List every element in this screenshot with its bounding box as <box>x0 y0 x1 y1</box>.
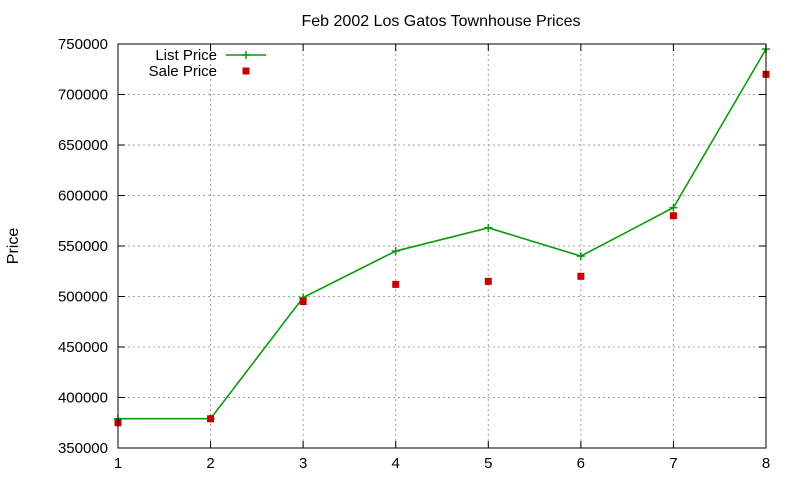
grid-lines <box>118 44 766 448</box>
list-price-point <box>484 223 493 232</box>
sale-price-point <box>577 272 585 280</box>
list-price-point <box>576 252 585 261</box>
y-tick-label: 600000 <box>58 188 108 205</box>
y-axis-label: Price <box>5 228 22 265</box>
y-tick-label: 400000 <box>58 390 108 407</box>
y-tick-label: 750000 <box>58 36 108 53</box>
legend-marker-list-price <box>242 51 250 59</box>
legend-label-list-price: List Price <box>155 47 217 64</box>
sale-price-point <box>484 277 492 285</box>
sale-price-point <box>392 280 400 288</box>
x-tick-label: 2 <box>206 455 214 472</box>
list-price-point <box>391 247 400 256</box>
x-tick-label: 5 <box>484 455 492 472</box>
chart-title: Feb 2002 Los Gatos Townhouse Prices <box>302 13 581 30</box>
list-price-line <box>118 48 767 420</box>
list-price-point <box>669 203 678 212</box>
y-tick-label: 700000 <box>58 87 108 104</box>
y-tick-label: 650000 <box>58 137 108 154</box>
x-tick-label: 6 <box>577 455 585 472</box>
sale-price-point <box>207 415 215 423</box>
y-tick-label: 550000 <box>58 238 108 255</box>
x-tick-label: 1 <box>114 455 122 472</box>
sale-price-point <box>299 298 307 306</box>
x-tick-label: 7 <box>669 455 677 472</box>
y-tick-label: 500000 <box>58 289 108 306</box>
tick-labels: 1 2 3 4 5 6 7 8 350000 400000 450000 500000 550000 60… <box>58 36 770 472</box>
x-tick-label: 4 <box>392 455 400 472</box>
y-tick-label: 350000 <box>58 440 108 457</box>
x-tick-label: 8 <box>762 455 770 472</box>
x-tick-label: 3 <box>299 455 307 472</box>
sale-price-point <box>669 212 677 220</box>
plot-frame <box>117 43 767 449</box>
y-tick-label: 450000 <box>58 339 108 356</box>
legend-label-sale-price: Sale Price <box>149 63 217 80</box>
legend-marker-sale-price <box>242 67 250 75</box>
